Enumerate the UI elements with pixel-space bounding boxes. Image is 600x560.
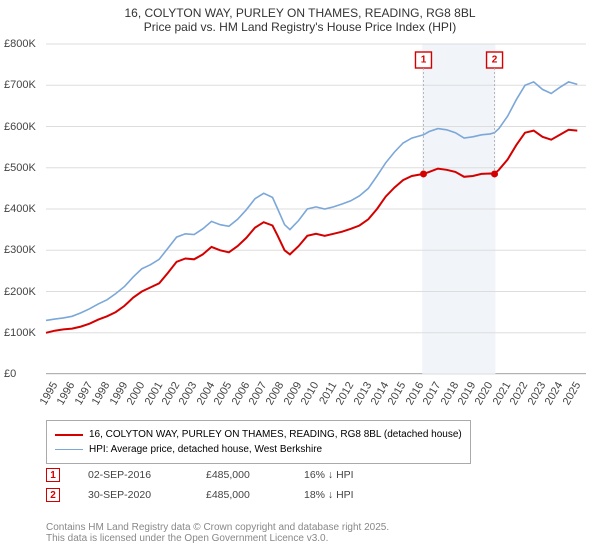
- legend-swatch: [55, 449, 83, 450]
- transaction-callout-number: 1: [421, 55, 427, 66]
- chart-svg: 12: [46, 44, 586, 374]
- x-tick-label: 1999: [107, 380, 130, 407]
- transaction-marker: 2: [46, 488, 60, 502]
- series-price_paid: [46, 130, 577, 333]
- y-tick-label: £800K: [4, 38, 36, 50]
- legend: 16, COLYTON WAY, PURLEY ON THAMES, READI…: [46, 420, 471, 464]
- x-tick-label: 1997: [73, 380, 96, 407]
- x-tick-label: 2023: [525, 380, 548, 407]
- x-tick-label: 2004: [195, 380, 218, 407]
- y-tick-label: £700K: [4, 79, 36, 91]
- y-tick-label: £200K: [4, 286, 36, 298]
- transaction-date: 02-SEP-2016: [88, 469, 178, 481]
- transaction-date: 30-SEP-2020: [88, 489, 178, 501]
- legend-swatch: [55, 434, 83, 436]
- y-tick-label: £0: [4, 368, 16, 380]
- attribution-line-2: This data is licensed under the Open Gov…: [46, 533, 389, 544]
- transactions-table: 1 02-SEP-2016 £485,000 16% ↓ HPI 2 30-SEP-202…: [46, 468, 354, 508]
- attribution-line-1: Contains HM Land Registry data © Crown c…: [46, 522, 389, 533]
- chart-container: { "title": { "line1": "16, COLYTON WAY, …: [0, 0, 600, 560]
- y-tick-label: £500K: [4, 162, 36, 174]
- x-tick-label: 2016: [404, 380, 427, 407]
- legend-row: HPI: Average price, detached house, West…: [55, 442, 462, 457]
- transaction-row: 2 30-SEP-2020 £485,000 18% ↓ HPI: [46, 488, 354, 502]
- chart-title: 16, COLYTON WAY, PURLEY ON THAMES, READI…: [0, 0, 600, 36]
- title-line-2: Price paid vs. HM Land Registry's House …: [10, 20, 590, 34]
- transaction-dot: [420, 170, 427, 177]
- transaction-marker: 1: [46, 468, 60, 482]
- transaction-price: £485,000: [206, 489, 276, 501]
- transaction-delta: 18% ↓ HPI: [304, 489, 354, 501]
- x-tick-label: 2009: [282, 380, 305, 407]
- series-hpi: [46, 82, 577, 321]
- x-tick-label: 2021: [491, 380, 514, 407]
- legend-label: HPI: Average price, detached house, West…: [89, 442, 322, 457]
- transaction-callout-number: 2: [492, 55, 498, 66]
- transaction-delta: 16% ↓ HPI: [304, 469, 354, 481]
- y-tick-label: £100K: [4, 327, 36, 339]
- y-tick-label: £600K: [4, 121, 36, 133]
- plot-area: 12: [46, 44, 586, 374]
- y-tick-label: £400K: [4, 203, 36, 215]
- transaction-row: 1 02-SEP-2016 £485,000 16% ↓ HPI: [46, 468, 354, 482]
- legend-label: 16, COLYTON WAY, PURLEY ON THAMES, READI…: [89, 427, 462, 442]
- attribution: Contains HM Land Registry data © Crown c…: [46, 522, 389, 544]
- y-tick-label: £300K: [4, 244, 36, 256]
- transaction-dot: [491, 170, 498, 177]
- title-line-1: 16, COLYTON WAY, PURLEY ON THAMES, READI…: [10, 6, 590, 20]
- x-tick-label: 1995: [38, 380, 61, 407]
- legend-row: 16, COLYTON WAY, PURLEY ON THAMES, READI…: [55, 427, 462, 442]
- transaction-price: £485,000: [206, 469, 276, 481]
